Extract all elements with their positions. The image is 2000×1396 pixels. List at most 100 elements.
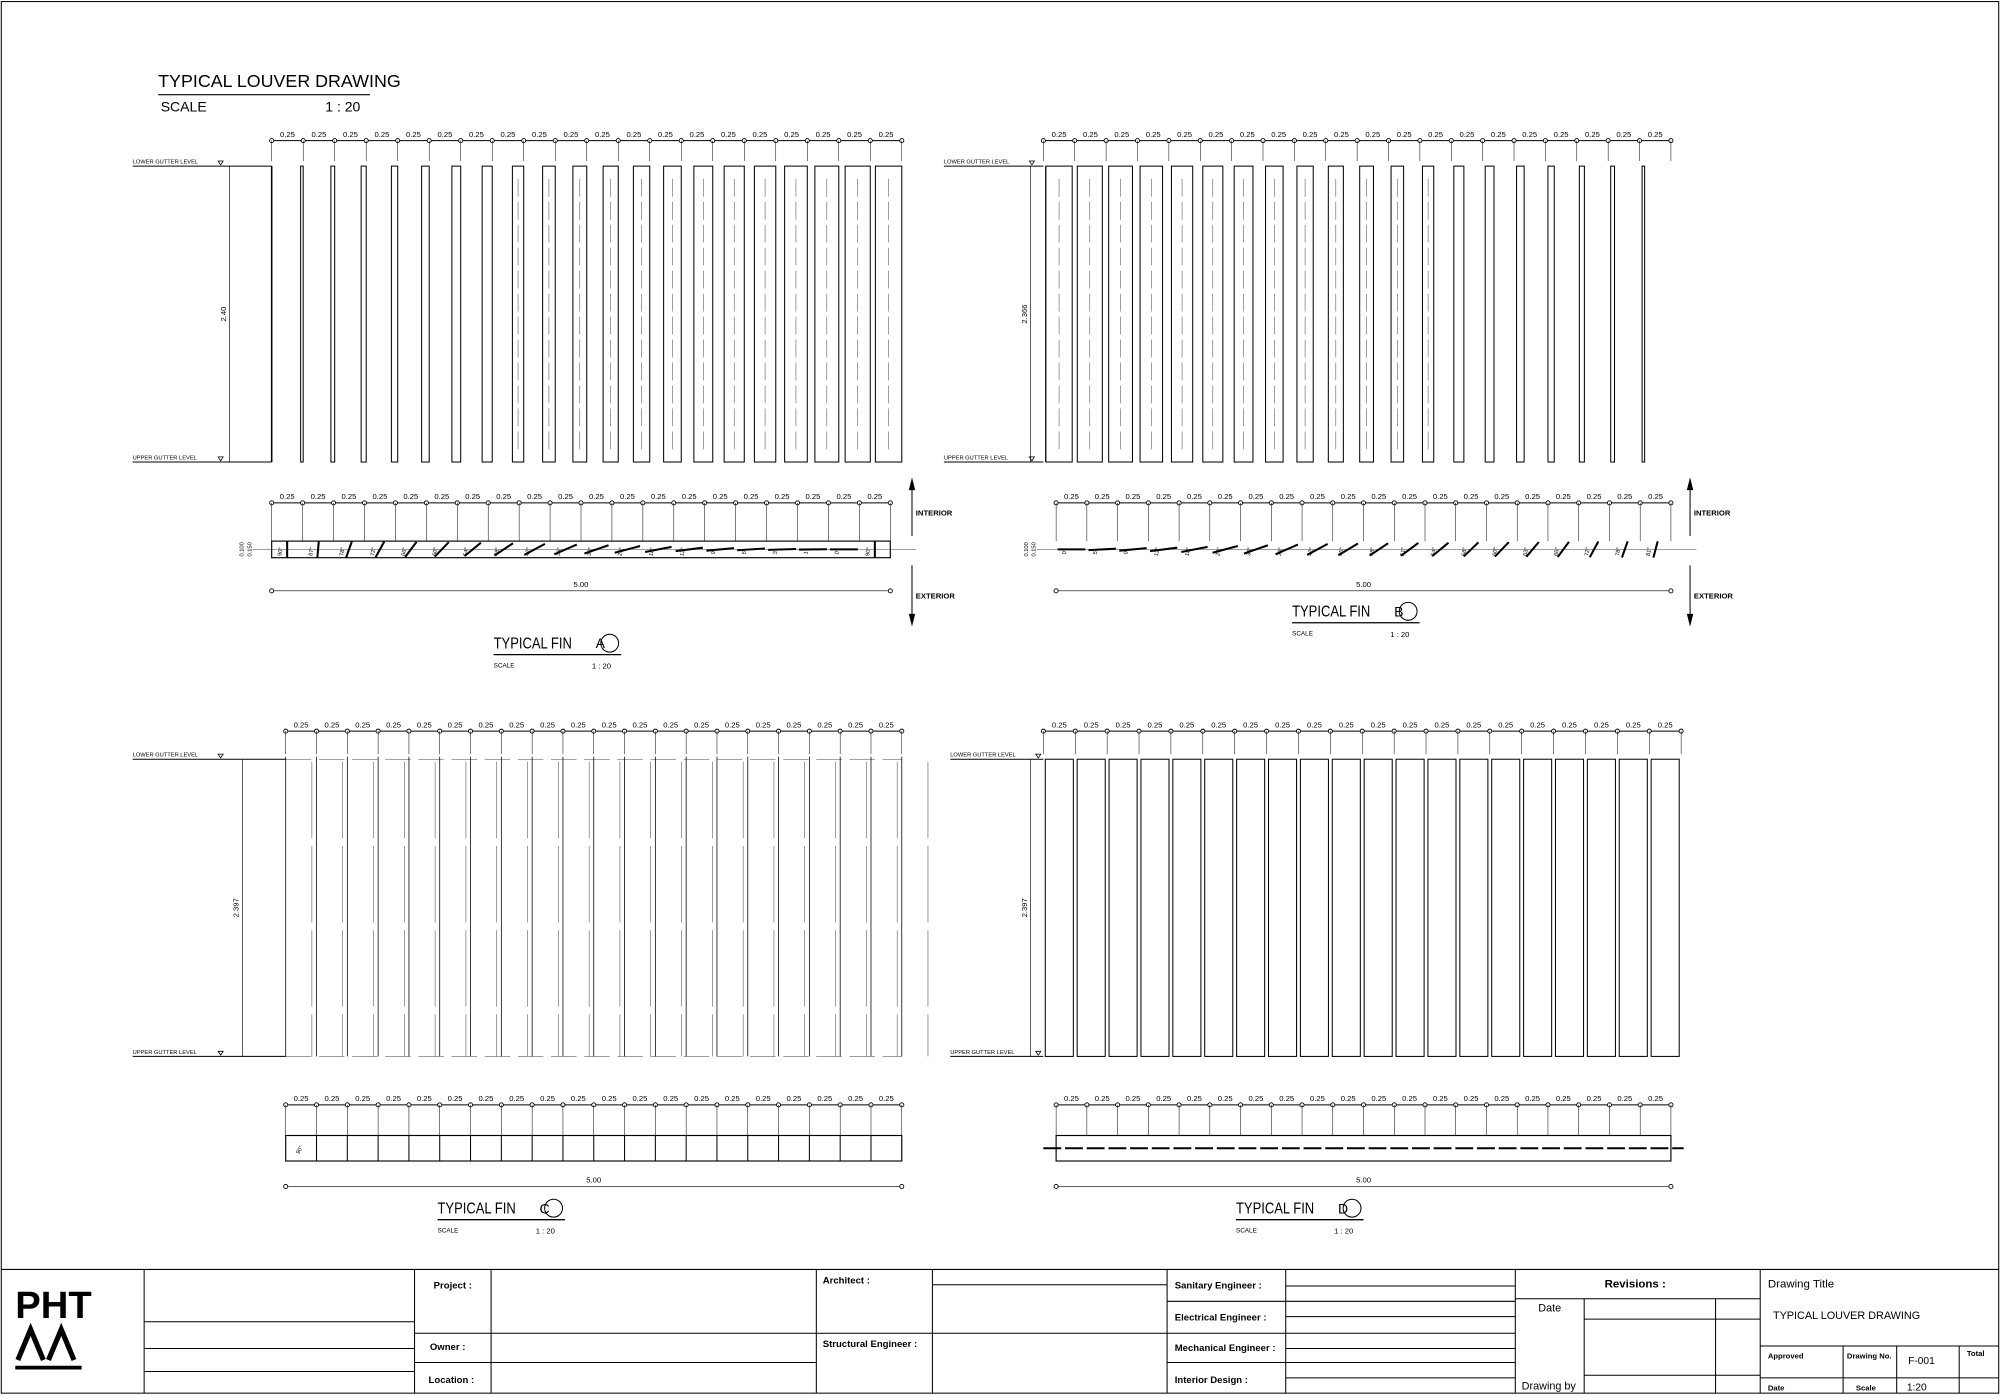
- angle-label: 1°: [803, 549, 810, 555]
- drawing-no-label: Drawing No.: [1847, 1352, 1892, 1361]
- angle-label: 30°: [587, 547, 594, 557]
- approved-label: Approved: [1768, 1352, 1804, 1361]
- drawing-line: [1275, 543, 1299, 556]
- dim-node: [283, 1184, 289, 1190]
- dim-label: 0.25: [1554, 130, 1569, 139]
- drawing-line: [584, 544, 609, 555]
- drawing-line: [1431, 541, 1450, 557]
- dim-label: 0.25: [602, 1094, 617, 1103]
- dim-label: 0.25: [509, 720, 524, 729]
- dim-label: 0.25: [1303, 130, 1318, 139]
- dim-label: 0.25: [1594, 720, 1609, 729]
- fin-elevation: [1421, 165, 1435, 463]
- dim-label: 0.25: [602, 720, 617, 729]
- fin-elevation: [1484, 165, 1495, 463]
- fin-elevation: [1331, 758, 1361, 1057]
- dim-label: 0.25: [682, 492, 697, 501]
- drawing-line: [463, 541, 482, 557]
- fin-elevation: [1547, 165, 1555, 463]
- height-label: 2.40: [219, 307, 228, 322]
- dim-label: 0.25: [690, 130, 705, 139]
- dim-label: 0.25: [1525, 492, 1540, 501]
- dim-label: 0.25: [1585, 130, 1600, 139]
- title-block-lines: [1, 1268, 1999, 1394]
- fin-elevation: [330, 165, 336, 463]
- dim-label: 0.25: [1587, 492, 1602, 501]
- fin-elevation: [1108, 165, 1133, 463]
- dim-label: 0.25: [1095, 1094, 1110, 1103]
- fin-title: TYPICAL FIN: [1292, 603, 1370, 620]
- angle-label: 42°: [1308, 547, 1315, 557]
- drawing-line: [614, 545, 641, 554]
- dim-label: 0.25: [1658, 720, 1673, 729]
- sheet-title: TYPICAL LOUVER DRAWING: [158, 71, 401, 91]
- fin-elevation: [1359, 165, 1374, 463]
- dim-label: 0.25: [633, 720, 648, 729]
- dim-label: 0.25: [1556, 492, 1571, 501]
- angle-label: 42°: [525, 547, 532, 557]
- fin-elevation: [300, 165, 304, 463]
- drawing-line: [1400, 542, 1419, 557]
- dim-label: 0.25: [501, 130, 516, 139]
- dim-label: 0.25: [1156, 1094, 1171, 1103]
- angle-label: 72°: [370, 547, 377, 557]
- dim-label: 0.25: [1177, 130, 1192, 139]
- drawing-line: [493, 542, 514, 557]
- fin-title: TYPICAL FIN: [1236, 1200, 1314, 1217]
- dim-label: 0.25: [787, 720, 802, 729]
- angle-label: 90°: [865, 547, 872, 557]
- fin-elevation: [1427, 758, 1457, 1057]
- fin-elevation: [1491, 758, 1521, 1057]
- drawing-line: [675, 546, 703, 553]
- dim-label: 0.25: [1403, 720, 1418, 729]
- angle-label: 81°: [1646, 547, 1653, 557]
- angle-label: 60°: [1492, 547, 1499, 557]
- level-label: UPPER GUTTER LEVEL: [133, 1050, 197, 1056]
- level-marker: [1028, 456, 1036, 462]
- dim-label: 0.25: [816, 130, 831, 139]
- arrow-head: [908, 477, 916, 491]
- level-label: LOWER GUTTER LEVEL: [950, 753, 1015, 759]
- fin-letter-circle: [544, 1198, 564, 1218]
- fin-elevation: [784, 165, 808, 463]
- dim-label: 0.25: [1156, 492, 1171, 501]
- dim-label: 0.25: [496, 492, 511, 501]
- angle-label: 9°: [711, 549, 718, 555]
- drawing-line: [1337, 542, 1359, 557]
- dim-label: 0.25: [1402, 1094, 1417, 1103]
- fin-elevation: [1395, 758, 1425, 1057]
- angle-label: 51°: [1400, 547, 1407, 557]
- dim-label: 0.25: [658, 130, 673, 139]
- dim-label: 0.25: [589, 492, 604, 501]
- depth-label: 0.100: [240, 542, 246, 556]
- fin-letter-circle: [1398, 601, 1418, 621]
- dim-label: 0.25: [564, 130, 579, 139]
- drawing-line: [1620, 540, 1629, 558]
- dim-label: 0.25: [1648, 130, 1663, 139]
- total-label: Total: [1967, 1349, 1985, 1358]
- level-marker: [1028, 160, 1036, 166]
- fin-elevation: [451, 165, 462, 463]
- mechanical-label: Mechanical Engineer :: [1175, 1343, 1276, 1354]
- fin-elevation: [1044, 758, 1074, 1057]
- dim-label: 0.25: [1148, 720, 1163, 729]
- dim-label: 0.25: [1626, 720, 1641, 729]
- drawing-line: [1181, 545, 1208, 553]
- width-label: 5.00: [1356, 580, 1371, 589]
- dim-node: [1053, 588, 1059, 594]
- arrow-head: [908, 613, 916, 627]
- dim-label: 0.25: [1433, 492, 1448, 501]
- dim-label: 0.25: [571, 720, 586, 729]
- arrow-head: [1686, 477, 1694, 491]
- architect-label: Architect :: [823, 1275, 870, 1286]
- angle-label: 18°: [1185, 547, 1192, 557]
- date-label: Date: [1768, 1384, 1785, 1393]
- fin-elevation: [1610, 165, 1616, 463]
- width-label: 5.00: [574, 580, 589, 589]
- drawing-line: [1556, 541, 1570, 558]
- dim-label: 0.25: [867, 492, 882, 501]
- angle-label: 9°: [1123, 549, 1130, 555]
- scale-value: 1:20: [1907, 1383, 1927, 1394]
- dim-label: 0.25: [1279, 1094, 1294, 1103]
